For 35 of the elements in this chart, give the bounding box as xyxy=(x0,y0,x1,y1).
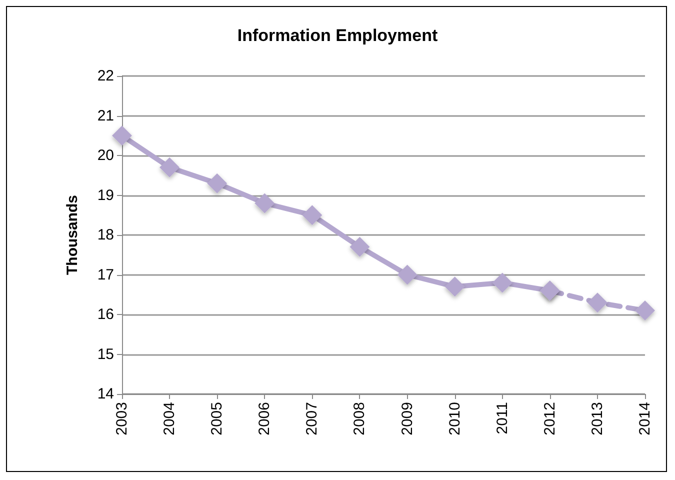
y-axis-title: Thousands xyxy=(64,194,81,276)
point xyxy=(112,126,132,146)
y-tick-label: 15 xyxy=(97,346,114,363)
point xyxy=(492,272,512,293)
point xyxy=(540,280,560,301)
x-tick-label: 2014 xyxy=(636,402,654,436)
point xyxy=(302,205,322,226)
point xyxy=(207,173,228,194)
y-tick-label: 16 xyxy=(97,306,114,323)
x-tick-label: 2010 xyxy=(446,402,464,436)
x-tick-label: 2003 xyxy=(114,402,130,436)
y-tick-label: 17 xyxy=(97,266,114,284)
point xyxy=(254,193,275,214)
x-tick-label: 2012 xyxy=(541,402,558,436)
y-tick-label: 14 xyxy=(97,386,114,402)
y-tick-label: 21 xyxy=(97,107,114,124)
x-tick-label: 2011 xyxy=(494,402,511,434)
y-tick-label: 19 xyxy=(97,186,114,204)
x-tick-label: 2004 xyxy=(161,402,178,436)
y-tick-label: 18 xyxy=(97,226,114,244)
point xyxy=(587,292,608,313)
x-tick-label: 2013 xyxy=(588,402,606,436)
x-tick-label: 2006 xyxy=(256,402,274,436)
point xyxy=(397,264,418,285)
x-tick-label: 2008 xyxy=(351,402,368,436)
y-tick-label: 20 xyxy=(97,147,114,164)
x-tick-label: 2009 xyxy=(398,402,416,436)
point xyxy=(635,300,655,321)
point xyxy=(444,276,465,297)
point xyxy=(350,236,370,257)
point xyxy=(160,157,180,178)
y-tick-label: 22 xyxy=(97,68,114,84)
x-tick-label: 2005 xyxy=(208,402,226,436)
x-tick-label: 2007 xyxy=(304,402,321,436)
chart-title: Information Employment xyxy=(237,26,438,45)
